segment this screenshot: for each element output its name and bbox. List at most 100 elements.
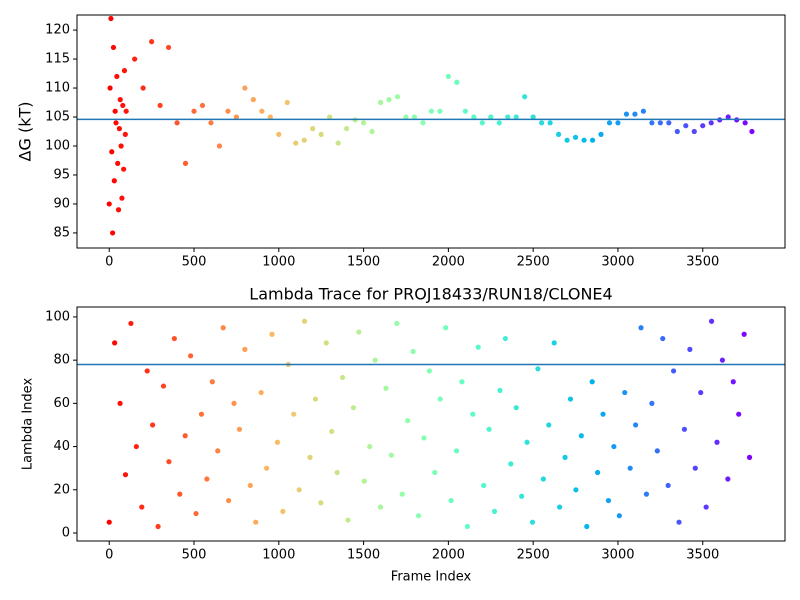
point bbox=[725, 114, 731, 120]
point bbox=[573, 487, 579, 493]
point bbox=[361, 478, 367, 484]
point bbox=[657, 120, 663, 126]
point bbox=[736, 411, 742, 417]
x-tick-label: 2000 bbox=[432, 548, 465, 563]
point bbox=[557, 504, 563, 510]
point bbox=[562, 454, 568, 460]
point bbox=[448, 497, 454, 504]
x-tick-label: 3500 bbox=[686, 255, 719, 270]
point bbox=[323, 340, 329, 346]
x-tick-label: 3000 bbox=[601, 548, 634, 563]
point bbox=[443, 325, 449, 331]
y-tick-label: 90 bbox=[53, 196, 70, 211]
point bbox=[470, 411, 476, 417]
point bbox=[432, 469, 438, 476]
point bbox=[139, 504, 145, 510]
point bbox=[638, 325, 644, 331]
y-axis-label: Lambda Index bbox=[21, 378, 36, 471]
point bbox=[589, 137, 596, 143]
point bbox=[719, 357, 726, 363]
point bbox=[691, 128, 697, 135]
point bbox=[551, 340, 557, 346]
point bbox=[627, 465, 633, 471]
y-axis-label: ΔG (kT) bbox=[16, 102, 35, 162]
point bbox=[540, 476, 546, 482]
plot-frame bbox=[76, 14, 786, 249]
point bbox=[606, 120, 613, 126]
point bbox=[708, 120, 714, 126]
x-tick-label: 2000 bbox=[432, 255, 465, 270]
point bbox=[708, 318, 715, 324]
point bbox=[204, 476, 210, 482]
point bbox=[269, 331, 275, 337]
point bbox=[117, 400, 123, 406]
x-axis-label: Frame Index bbox=[391, 570, 472, 585]
point bbox=[253, 519, 259, 525]
point bbox=[250, 97, 256, 103]
point bbox=[513, 114, 519, 120]
y-tick-label: 80 bbox=[53, 353, 70, 368]
point bbox=[556, 131, 562, 137]
point bbox=[486, 426, 492, 432]
point bbox=[122, 472, 129, 478]
point bbox=[160, 383, 167, 389]
point bbox=[165, 44, 172, 51]
point bbox=[274, 439, 281, 445]
point bbox=[649, 400, 655, 406]
point bbox=[119, 195, 125, 201]
point bbox=[107, 85, 113, 91]
y-tick-label: 100 bbox=[45, 138, 70, 153]
point bbox=[386, 97, 392, 103]
point bbox=[312, 396, 319, 402]
point bbox=[749, 128, 755, 135]
point bbox=[654, 448, 660, 454]
point bbox=[578, 433, 584, 439]
point bbox=[291, 411, 297, 417]
y-tick-label: 110 bbox=[45, 81, 70, 96]
point bbox=[157, 102, 163, 109]
point bbox=[122, 131, 128, 137]
point bbox=[166, 459, 172, 465]
point bbox=[339, 374, 346, 381]
point bbox=[746, 454, 753, 460]
point bbox=[310, 126, 316, 132]
point bbox=[263, 465, 270, 471]
point bbox=[334, 469, 340, 476]
point bbox=[674, 128, 680, 135]
point bbox=[335, 140, 341, 146]
x-tick-label: 2500 bbox=[517, 255, 550, 270]
point bbox=[209, 379, 215, 385]
point bbox=[155, 523, 161, 530]
point bbox=[546, 422, 552, 428]
point bbox=[535, 366, 541, 372]
point bbox=[383, 385, 389, 391]
point bbox=[296, 487, 302, 493]
point bbox=[399, 491, 405, 497]
point bbox=[242, 85, 248, 91]
point bbox=[623, 111, 630, 117]
x-tick-label: 2500 bbox=[517, 548, 550, 563]
point bbox=[725, 476, 731, 482]
point bbox=[144, 368, 150, 374]
point bbox=[377, 99, 384, 106]
point bbox=[445, 73, 451, 80]
point bbox=[118, 143, 124, 149]
point bbox=[665, 482, 671, 489]
y-tick-label: 115 bbox=[45, 52, 70, 67]
point bbox=[410, 348, 416, 355]
point bbox=[479, 120, 485, 126]
point bbox=[524, 439, 530, 445]
point bbox=[676, 519, 682, 525]
point bbox=[687, 346, 693, 352]
point bbox=[177, 491, 183, 497]
point bbox=[108, 15, 114, 22]
point bbox=[730, 379, 736, 385]
point bbox=[276, 131, 282, 137]
point bbox=[123, 108, 129, 114]
point bbox=[111, 178, 117, 184]
point bbox=[116, 126, 122, 132]
point bbox=[117, 97, 123, 103]
point bbox=[208, 120, 214, 126]
point bbox=[236, 426, 243, 432]
point bbox=[171, 335, 177, 342]
